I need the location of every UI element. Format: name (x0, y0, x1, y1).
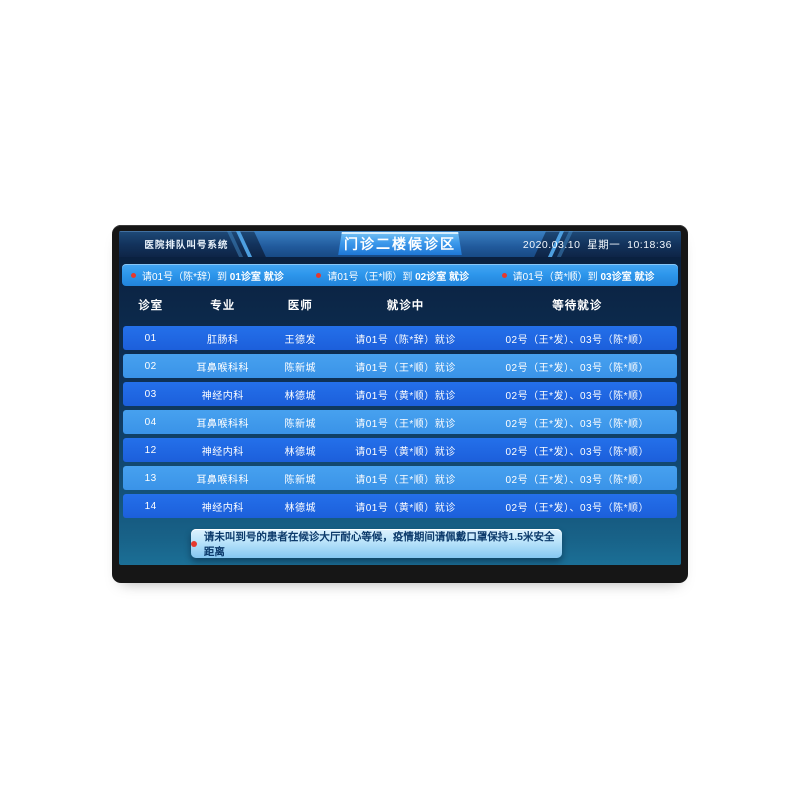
column-header-room: 诊室 (138, 300, 164, 312)
red-dot-icon (131, 272, 136, 278)
table-row: 03 神经内科 林德城 请01号（黄*顺）就诊 02号（王*发）、03号（陈*顺） (123, 382, 677, 406)
ticker-text: 请01号（黄*顺）到 03诊室 就诊 (512, 271, 655, 283)
cell-doctor: 陈新城 (284, 474, 316, 486)
cell-current: 请01号（黄*顺）就诊 (355, 502, 456, 514)
ticker-item: 请01号（黄*顺）到 03诊室 就诊 (493, 264, 678, 286)
cell-waiting: 02号（王*发）、03号（陈*顺） (505, 446, 649, 458)
cell-specialty: 神经内科 (201, 502, 244, 514)
cell-current: 请01号（王*顺）就诊 (355, 418, 456, 430)
table-row: 14 神经内科 林德城 请01号（黄*顺）就诊 02号（王*发）、03号（陈*顺） (123, 494, 677, 518)
table-header: 诊室 专业 医师 就诊中 等待就诊 (123, 295, 677, 315)
column-header-waiting: 等待就诊 (552, 300, 603, 312)
screen: 医院排队叫号系统 门诊二楼候诊区 2020.03.10 星期一 10:18:36… (119, 231, 681, 565)
cell-doctor: 林德城 (284, 502, 316, 514)
cell-room: 03 (144, 388, 157, 400)
cell-current: 请01号（王*顺）就诊 (355, 474, 456, 486)
announcement-ticker: 请01号（陈*辞）到 01诊室 就诊 请01号（王*顺）到 02诊室 就诊 请01号… (122, 264, 678, 286)
ticker-item: 请01号（陈*辞）到 01诊室 就诊 (122, 264, 307, 286)
table-row: 02 耳鼻喉科科 陈新城 请01号（王*顺）就诊 02号（王*发）、03号（陈*顺） (123, 354, 677, 378)
cell-current: 请01号（黄*顺）就诊 (355, 390, 456, 402)
cell-current: 请01号（黄*顺）就诊 (355, 446, 456, 458)
header-bar: 医院排队叫号系统 门诊二楼候诊区 2020.03.10 星期一 10:18:36 (119, 231, 681, 257)
cell-specialty: 肛肠科 (206, 334, 239, 346)
cell-specialty: 耳鼻喉科科 (196, 362, 249, 374)
cell-specialty: 神经内科 (201, 446, 244, 458)
column-header-doctor: 医师 (287, 300, 313, 312)
table-row: 01 肛肠科 王德发 请01号（陈*辞）就诊 02号（王*发）、03号（陈*顺） (123, 326, 677, 350)
cell-specialty: 耳鼻喉科科 (196, 418, 249, 430)
column-header-current: 就诊中 (386, 300, 425, 312)
notice-text: 请未叫到号的患者在候诊大厅耐心等候，疫情期间请佩戴口罩保持1.5米安全距离 (203, 530, 555, 558)
cell-room: 13 (144, 472, 157, 484)
table-row: 04 耳鼻喉科科 陈新城 请01号（王*顺）就诊 02号（王*发）、03号（陈*顺） (123, 410, 677, 434)
cell-waiting: 02号（王*发）、03号（陈*顺） (505, 418, 649, 430)
ticker-text: 请01号（王*顺）到 02诊室 就诊 (327, 271, 470, 283)
red-dot-icon (190, 540, 197, 547)
cell-doctor: 陈新城 (284, 362, 316, 374)
cell-doctor: 王德发 (284, 334, 316, 346)
cell-room: 04 (144, 416, 157, 428)
cell-room: 12 (144, 444, 157, 456)
table-row: 12 神经内科 林德城 请01号（黄*顺）就诊 02号（王*发）、03号（陈*顺） (123, 438, 677, 462)
table-row: 13 耳鼻喉科科 陈新城 请01号（王*顺）就诊 02号（王*发）、03号（陈*顺） (123, 466, 677, 490)
system-title: 医院排队叫号系统 (144, 240, 229, 251)
queue-table: 01 肛肠科 王德发 请01号（陈*辞）就诊 02号（王*发）、03号（陈*顺） 02 耳鼻… (119, 326, 681, 518)
red-dot-icon (501, 272, 507, 278)
cell-waiting: 02号（王*发）、03号（陈*顺） (505, 390, 649, 402)
cell-room: 01 (144, 332, 157, 344)
page-title-label: 门诊二楼候诊区 (344, 235, 456, 252)
cell-waiting: 02号（王*发）、03号（陈*顺） (505, 502, 649, 514)
cell-specialty: 耳鼻喉科科 (196, 474, 249, 486)
cell-waiting: 02号（王*发）、03号（陈*顺） (505, 474, 649, 486)
cell-room: 02 (144, 360, 157, 372)
cell-current: 请01号（王*顺）就诊 (355, 362, 456, 374)
ticker-item: 请01号（王*顺）到 02诊室 就诊 (307, 264, 492, 286)
cell-current: 请01号（陈*辞）就诊 (355, 334, 456, 346)
monitor-frame: 医院排队叫号系统 门诊二楼候诊区 2020.03.10 星期一 10:18:36… (112, 225, 688, 583)
datetime-display: 2020.03.10 星期一 10:18:36 (522, 238, 672, 251)
notice-bar: 请未叫到号的患者在候诊大厅耐心等候，疫情期间请佩戴口罩保持1.5米安全距离 (190, 529, 562, 558)
cell-specialty: 神经内科 (201, 390, 244, 402)
cell-waiting: 02号（王*发）、03号（陈*顺） (505, 334, 649, 346)
cell-waiting: 02号（王*发）、03号（陈*顺） (505, 362, 649, 374)
red-dot-icon (316, 272, 322, 278)
cell-doctor: 林德城 (284, 446, 316, 458)
cell-doctor: 林德城 (284, 390, 316, 402)
ticker-text: 请01号（陈*辞）到 01诊室 就诊 (142, 271, 284, 283)
column-header-specialty: 专业 (210, 300, 236, 312)
page-title: 门诊二楼候诊区 (338, 232, 462, 255)
cell-room: 14 (144, 500, 157, 512)
cell-doctor: 陈新城 (284, 418, 316, 430)
